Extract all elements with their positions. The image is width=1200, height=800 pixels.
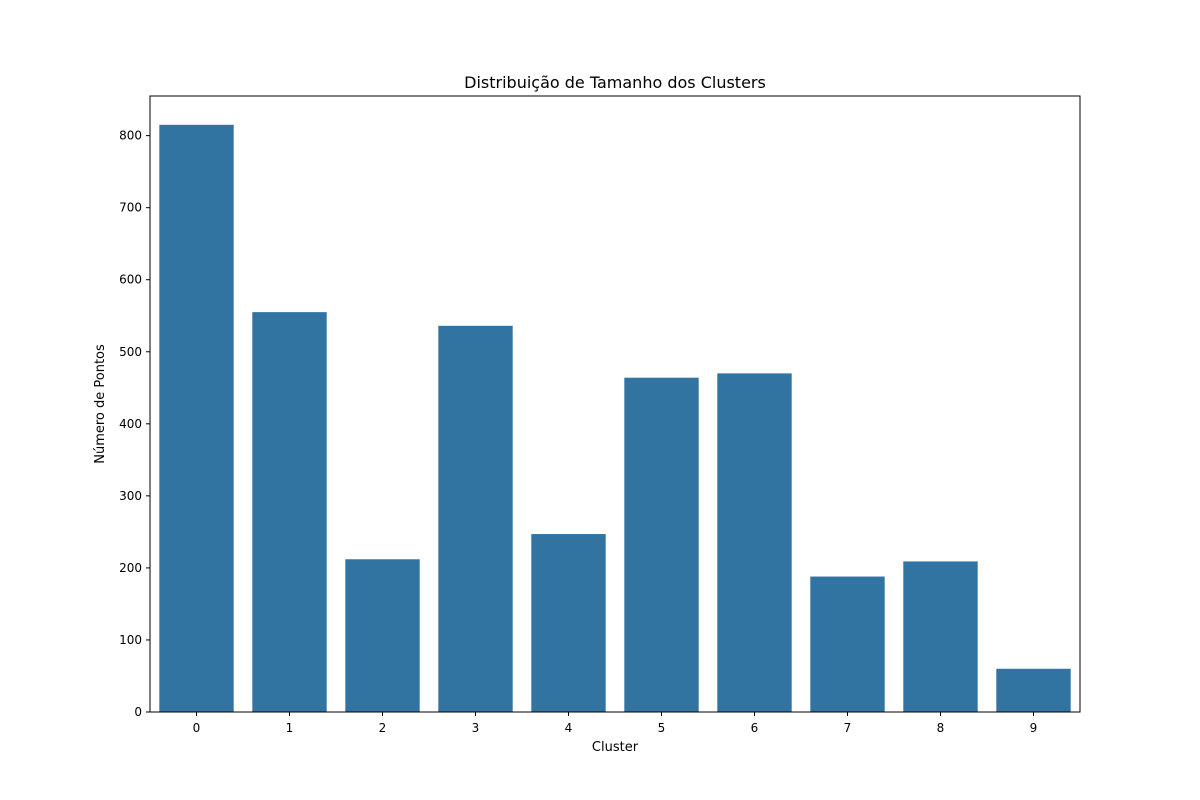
x-tick-label: 1 — [286, 721, 294, 735]
x-tick-label: 5 — [658, 721, 666, 735]
y-tick-label: 200 — [119, 561, 142, 575]
bar-cluster-5 — [624, 377, 699, 712]
x-tick-label: 7 — [844, 721, 852, 735]
x-tick-label: 0 — [193, 721, 201, 735]
x-tick-label: 3 — [472, 721, 480, 735]
y-tick-label: 0 — [134, 705, 142, 719]
x-tick-label: 8 — [937, 721, 945, 735]
plot-frame — [149, 95, 1081, 713]
y-axis: 0 100 200 300 400 500 600 700 800 — [119, 129, 150, 719]
bar-cluster-1 — [252, 312, 327, 712]
bar-cluster-3 — [438, 325, 513, 712]
bar-cluster-4 — [531, 534, 606, 712]
x-tick-label: 9 — [1030, 721, 1038, 735]
x-tick-label: 6 — [751, 721, 759, 735]
y-tick-label: 500 — [119, 345, 142, 359]
bars-group — [159, 124, 1071, 712]
bar-cluster-6 — [717, 373, 792, 712]
bar-cluster-0 — [159, 124, 234, 712]
bar-cluster-7 — [810, 576, 885, 712]
x-tick-label: 4 — [565, 721, 573, 735]
y-tick-label: 400 — [119, 417, 142, 431]
y-tick-label: 100 — [119, 633, 142, 647]
y-tick-label: 600 — [119, 273, 142, 287]
chart-title: Distribuição de Tamanho dos Clusters — [464, 73, 766, 92]
bar-cluster-8 — [903, 561, 978, 712]
y-tick-label: 700 — [119, 201, 142, 215]
bar-cluster-2 — [345, 559, 420, 712]
x-axis-label: Cluster — [592, 740, 639, 755]
x-axis: 0 1 2 3 4 5 6 7 8 9 — [193, 712, 1038, 735]
y-tick-label: 800 — [119, 129, 142, 143]
y-tick-label: 300 — [119, 489, 142, 503]
y-axis-label: Número de Pontos — [93, 344, 108, 464]
bar-cluster-9 — [996, 668, 1071, 712]
x-tick-label: 2 — [379, 721, 387, 735]
